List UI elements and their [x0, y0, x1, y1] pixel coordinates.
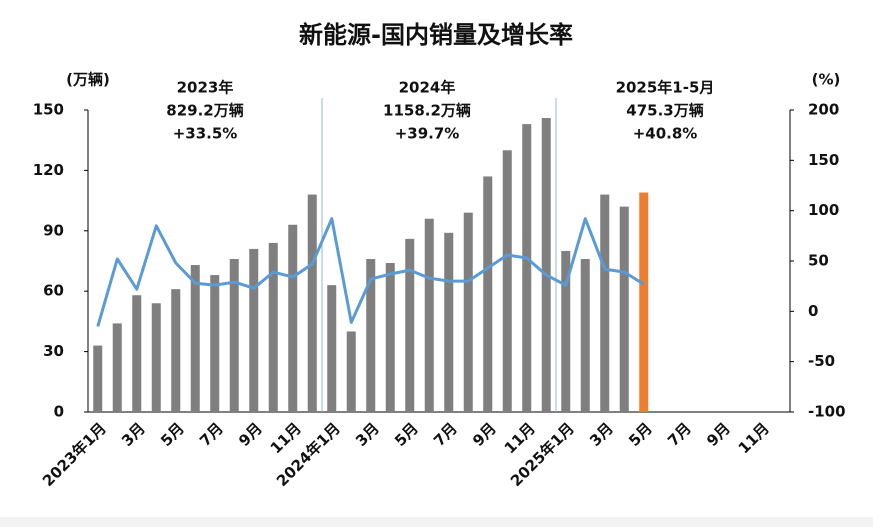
bar	[541, 118, 551, 412]
bar	[385, 263, 395, 412]
bar	[93, 345, 103, 412]
bar	[444, 232, 454, 412]
bar	[210, 275, 220, 412]
annotation: 2023年	[177, 79, 234, 97]
bar	[229, 258, 239, 412]
bar	[346, 331, 356, 412]
y-axis-label: (万辆)	[66, 71, 110, 89]
y2-tick-label: 0	[808, 302, 818, 320]
bar	[463, 212, 473, 412]
annotation: +39.7%	[395, 125, 460, 143]
x-tick-label: 9月	[703, 419, 734, 450]
x-tick-label: 3月	[352, 419, 383, 450]
annotation: 2024年	[399, 79, 456, 97]
x-tick-label: 5月	[391, 419, 422, 450]
bar	[171, 289, 181, 412]
x-tick-label: 3月	[586, 419, 617, 450]
y2-tick-label: 150	[808, 151, 839, 169]
y2-tick-label: -50	[808, 352, 835, 370]
bar	[249, 248, 259, 412]
annotation: +33.5%	[173, 125, 238, 143]
bar	[190, 265, 200, 412]
annotation: +40.8%	[633, 125, 698, 143]
x-tick-label: 9月	[235, 419, 266, 450]
x-tick-label: 7月	[664, 419, 695, 450]
y-tick-label: 90	[43, 221, 64, 239]
bar	[268, 242, 278, 412]
annotation: 2025年1-5月	[616, 79, 715, 97]
x-tick-label: 3月	[118, 419, 149, 450]
y-tick-label: 30	[43, 342, 64, 360]
annotation: 829.2万辆	[166, 102, 243, 120]
bar	[600, 194, 610, 412]
bar	[522, 124, 532, 413]
bar	[366, 258, 376, 412]
bar	[561, 250, 571, 412]
bar	[619, 206, 629, 412]
annotation: 1158.2万辆	[383, 102, 471, 120]
footer-strip	[0, 517, 873, 527]
bar	[151, 303, 161, 412]
bar	[405, 238, 415, 412]
bar	[580, 258, 590, 412]
x-tick-label: 9月	[469, 419, 500, 450]
x-tick-label: 5月	[157, 419, 188, 450]
chart-title: 新能源-国内销量及增长率	[299, 21, 573, 49]
line	[96, 217, 645, 327]
y2-tick-label: 50	[808, 252, 829, 270]
y-tick-label: 120	[33, 161, 64, 179]
x-tick-label: 7月	[430, 419, 461, 450]
x-tick-label: 2023年1月	[39, 419, 110, 490]
bar	[424, 218, 434, 412]
bar	[132, 295, 142, 412]
y-tick-label: 150	[33, 101, 64, 119]
x-tick-label: 11月	[735, 419, 773, 457]
bar	[288, 224, 298, 412]
annotation: 475.3万辆	[626, 102, 703, 120]
x-tick-label: 5月	[625, 419, 656, 450]
bar	[307, 194, 317, 412]
y-tick-label: 60	[43, 282, 64, 300]
bar	[639, 192, 649, 412]
y-tick-label: 0	[54, 403, 64, 421]
bar	[502, 150, 512, 412]
x-tick-label: 7月	[196, 419, 227, 450]
y2-tick-label: -100	[808, 403, 846, 421]
y2-tick-label: 200	[808, 101, 839, 119]
bar	[327, 285, 337, 412]
y2-tick-label: 100	[808, 201, 839, 219]
y2-axis-label: (%)	[812, 71, 841, 89]
bar	[483, 176, 493, 412]
bar	[112, 323, 122, 412]
